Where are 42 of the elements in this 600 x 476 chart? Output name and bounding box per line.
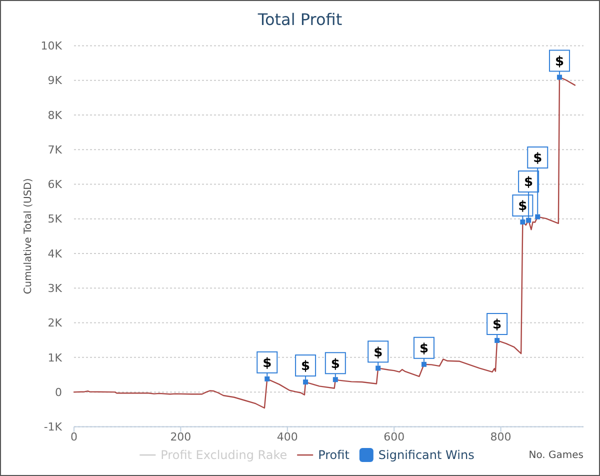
data-label: $ [492,318,502,333]
legend-label: Significant Wins [378,448,474,462]
data-label: $ [330,356,340,372]
y-tick-label: 7K [48,143,63,156]
chart-title: Total Profit [256,10,342,29]
y-tick-label: 4K [48,247,63,260]
point [421,362,426,367]
data-label: $ [262,356,272,372]
data-label: $ [533,151,542,166]
point [376,366,381,371]
y-tick-label: 3K [48,282,63,296]
x-tick-label: 600 [384,430,405,444]
y-tick-label: 6K [48,178,63,192]
y-tick-label: 2K [48,316,63,330]
data-label: $ [524,175,534,190]
y-tick-label: 0 [55,386,62,399]
legend-label: Profit [318,448,350,462]
x-tick-label: 0 [70,430,78,444]
y-tick-label: 1K [48,351,63,364]
y-tick-label: 8K [48,108,63,122]
point [535,214,540,220]
point [556,74,562,80]
point [332,377,338,382]
point [303,380,308,385]
x-tick-label: 800 [490,430,512,444]
x-axis-title: No. Games [528,450,584,461]
point [494,338,500,343]
x-tick-label: 400 [276,430,298,444]
point [526,218,532,223]
y-tick-label: 5K [48,212,63,226]
data-label: $ [301,359,310,374]
y-axis-title: Cumulative Total (USD) [23,178,34,294]
x-tick-label: 200 [170,430,192,444]
point [264,376,270,382]
y-tick-label: -1K [44,420,63,434]
y-tick-label: 9K [48,74,63,88]
data-label: $ [518,199,528,214]
point [520,220,526,224]
y-tick-label: 10K [40,40,63,53]
data-label: $ [374,345,383,360]
data-label: $ [419,342,429,357]
data-label: $ [554,54,564,70]
